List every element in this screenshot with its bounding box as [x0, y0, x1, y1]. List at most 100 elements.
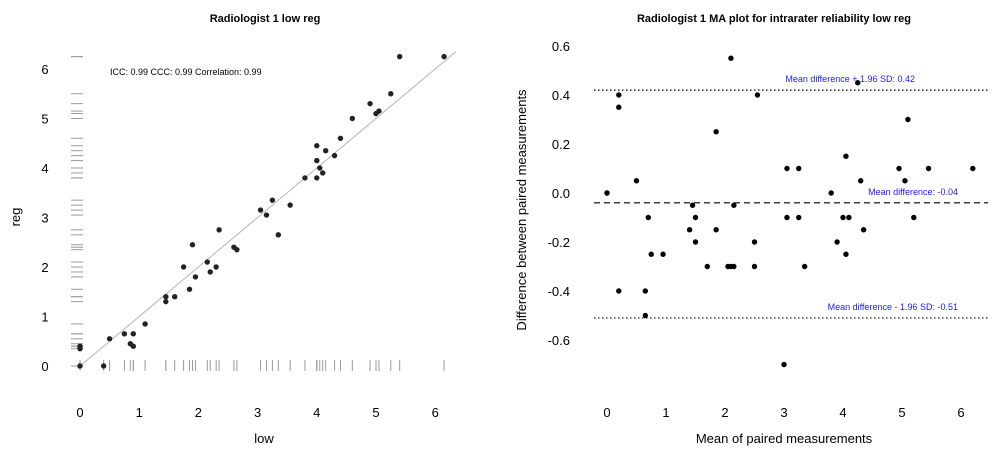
- data-point: [376, 108, 382, 114]
- concordance-plot-title: Radiologist 1 low reg: [210, 13, 321, 25]
- data-point: [77, 343, 83, 349]
- data-point: [704, 263, 710, 270]
- y-tick-label: 0.2: [552, 137, 570, 152]
- data-point: [616, 104, 622, 110]
- y-tick-label: 0: [41, 359, 48, 374]
- x-tick-label: 2: [721, 405, 728, 420]
- y-tick-label: -0.2: [548, 235, 570, 250]
- data-point: [828, 190, 834, 196]
- x-tick-label: 1: [136, 405, 143, 420]
- data-point: [172, 294, 178, 300]
- identity-line: [76, 51, 457, 369]
- y-tick-label: 1: [41, 310, 48, 325]
- data-point: [784, 165, 790, 172]
- y-tick-label: -0.6: [548, 333, 570, 348]
- data-point: [846, 214, 852, 221]
- data-point: [642, 288, 649, 294]
- data-point: [77, 363, 83, 369]
- data-point: [163, 294, 169, 300]
- concordance-x-axis-label: low: [254, 431, 274, 446]
- ma-y-axis-label: Difference between paired measurements: [514, 89, 529, 331]
- concordance-y-axis-label: reg: [8, 208, 23, 227]
- data-point: [925, 165, 932, 172]
- data-point: [896, 165, 902, 172]
- data-point: [269, 197, 276, 203]
- data-point: [186, 286, 193, 292]
- x-tick-label: 5: [372, 405, 379, 420]
- data-point: [728, 55, 734, 61]
- data-point: [902, 178, 908, 184]
- reference-line-label: Mean difference + 1.96 SD: 0.42: [785, 74, 915, 84]
- data-point: [130, 331, 136, 337]
- data-point: [911, 214, 917, 221]
- x-tick-label: 5: [898, 405, 905, 420]
- y-tick-label: 2: [41, 260, 48, 275]
- y-tick-label: 4: [41, 161, 48, 176]
- data-point: [713, 227, 719, 233]
- data-point: [337, 135, 344, 141]
- data-point: [858, 178, 864, 184]
- data-point: [860, 227, 867, 233]
- x-tick-label: 4: [313, 405, 320, 420]
- x-tick-label: 3: [780, 405, 787, 420]
- data-point: [604, 190, 610, 196]
- data-point: [314, 143, 320, 149]
- data-point: [840, 214, 846, 221]
- y-tick-label: 3: [41, 211, 48, 226]
- data-point: [320, 170, 326, 176]
- data-point: [388, 91, 394, 97]
- data-point: [216, 227, 222, 233]
- data-point: [642, 312, 649, 319]
- data-point: [180, 264, 187, 270]
- data-point: [855, 80, 861, 86]
- data-point: [192, 274, 199, 280]
- data-point: [686, 227, 693, 233]
- data-point: [317, 165, 323, 171]
- data-point: [257, 207, 264, 213]
- y-tick-label: 0.4: [552, 88, 570, 103]
- data-point: [349, 115, 356, 122]
- data-point: [263, 212, 270, 218]
- x-tick-label: 6: [957, 405, 964, 420]
- data-point: [396, 53, 403, 60]
- data-point: [163, 298, 169, 305]
- data-point: [287, 202, 293, 208]
- ma-plot-title: Radiologist 1 MA plot for intrarater rel…: [637, 13, 911, 25]
- data-point: [692, 214, 699, 221]
- agreement-statistics-annotation: ICC: 0.99 CCC: 0.99 Correlation: 0.99: [110, 67, 262, 77]
- data-point: [689, 202, 696, 208]
- ma-plot-panel: Radiologist 1 MA plot for intrarater rel…: [514, 13, 988, 446]
- data-point: [106, 336, 113, 342]
- reference-line-label: Mean difference - 1.96 SD: -0.51: [828, 302, 958, 312]
- data-point: [616, 288, 622, 294]
- data-point: [275, 232, 282, 238]
- data-point: [796, 214, 802, 221]
- data-point: [801, 263, 808, 270]
- data-point: [781, 361, 787, 368]
- data-point: [843, 251, 849, 257]
- data-point: [970, 165, 976, 172]
- y-tick-label: -0.4: [548, 284, 570, 299]
- reference-line-label: Mean difference: -0.04: [868, 187, 958, 197]
- data-point: [130, 343, 136, 349]
- data-point: [843, 153, 849, 159]
- data-point: [633, 178, 640, 184]
- data-point: [751, 263, 758, 270]
- data-point: [100, 363, 107, 369]
- x-tick-label: 6: [432, 405, 439, 420]
- data-point: [645, 214, 651, 221]
- data-point: [784, 214, 790, 221]
- x-tick-label: 0: [76, 405, 83, 420]
- data-point: [331, 152, 338, 159]
- data-point: [616, 92, 622, 98]
- data-point: [751, 239, 758, 245]
- data-point: [189, 242, 196, 248]
- data-point: [731, 202, 737, 208]
- data-point: [207, 269, 213, 275]
- data-point: [213, 264, 219, 270]
- data-point: [713, 129, 719, 135]
- x-tick-label: 0: [603, 405, 610, 420]
- data-point: [834, 239, 840, 245]
- data-point: [648, 251, 654, 257]
- x-tick-label: 3: [254, 405, 261, 420]
